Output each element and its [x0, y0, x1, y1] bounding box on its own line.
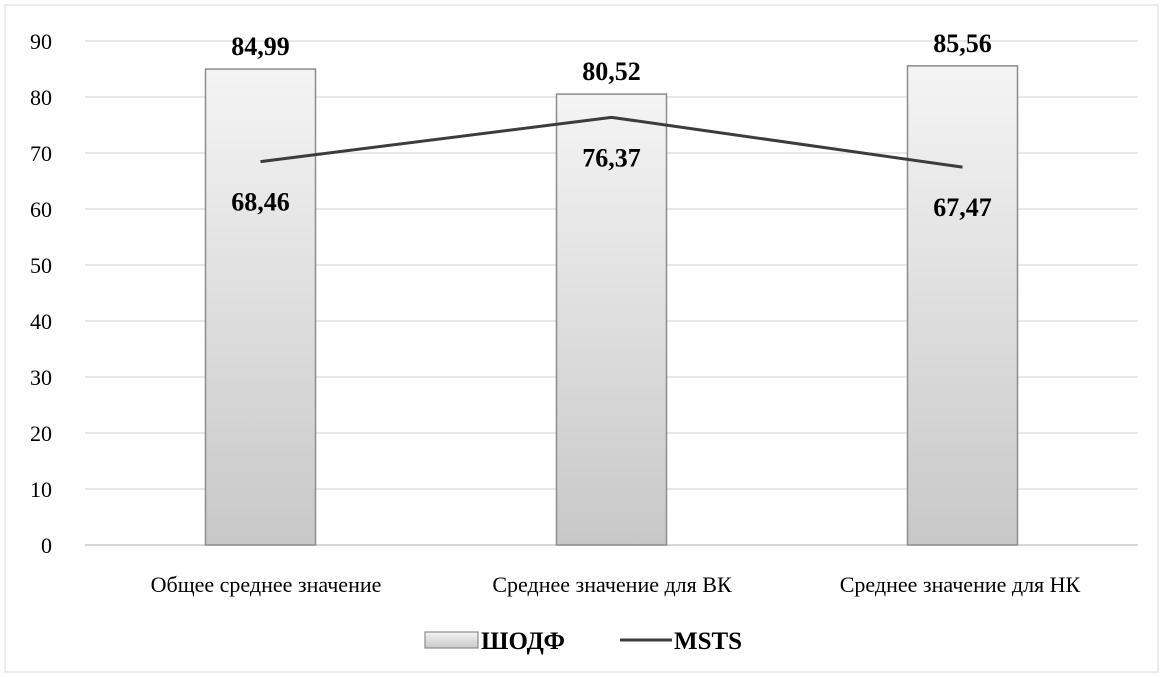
y-tick-label: 50	[30, 253, 52, 278]
legend-bar-swatch	[424, 631, 479, 649]
bar	[906, 65, 1019, 546]
y-tick-label: 40	[30, 309, 52, 334]
legend-label-bar: ШОДФ	[481, 628, 565, 655]
line-data-label: 76,37	[582, 143, 641, 172]
y-tick-label: 90	[30, 29, 52, 54]
bar-data-label: 84,99	[231, 32, 290, 61]
x-category-label: Среднее значение для ВК	[492, 572, 732, 597]
data-labels: 84,99 80,52 85,56 68,46 76,37 67,47	[231, 29, 992, 222]
y-tick-label: 60	[30, 197, 52, 222]
y-tick-label: 0	[41, 533, 52, 558]
bar	[204, 68, 317, 546]
legend: ШОДФ MSTS	[424, 628, 742, 655]
y-tick-label: 70	[30, 141, 52, 166]
y-tick-label: 80	[30, 85, 52, 110]
x-axis-categories: Общее среднее значение Среднее значение д…	[151, 572, 1081, 597]
line-data-label: 68,46	[231, 188, 290, 217]
y-axis-ticks: 0 10 20 30 40 50 60 70 80 90	[30, 29, 52, 558]
line-data-label: 67,47	[933, 193, 992, 222]
y-tick-label: 10	[30, 477, 52, 502]
bar-data-label: 80,52	[582, 57, 641, 86]
x-category-label: Среднее значение для НК	[840, 572, 1081, 597]
line-series	[260, 115, 963, 169]
bar-data-label: 85,56	[933, 29, 992, 58]
legend-label-line: MSTS	[674, 628, 742, 655]
y-tick-label: 30	[30, 365, 52, 390]
bar	[555, 93, 668, 546]
y-tick-label: 20	[30, 421, 52, 446]
bar-series	[204, 65, 1019, 546]
x-category-label: Общее среднее значение	[151, 572, 382, 597]
